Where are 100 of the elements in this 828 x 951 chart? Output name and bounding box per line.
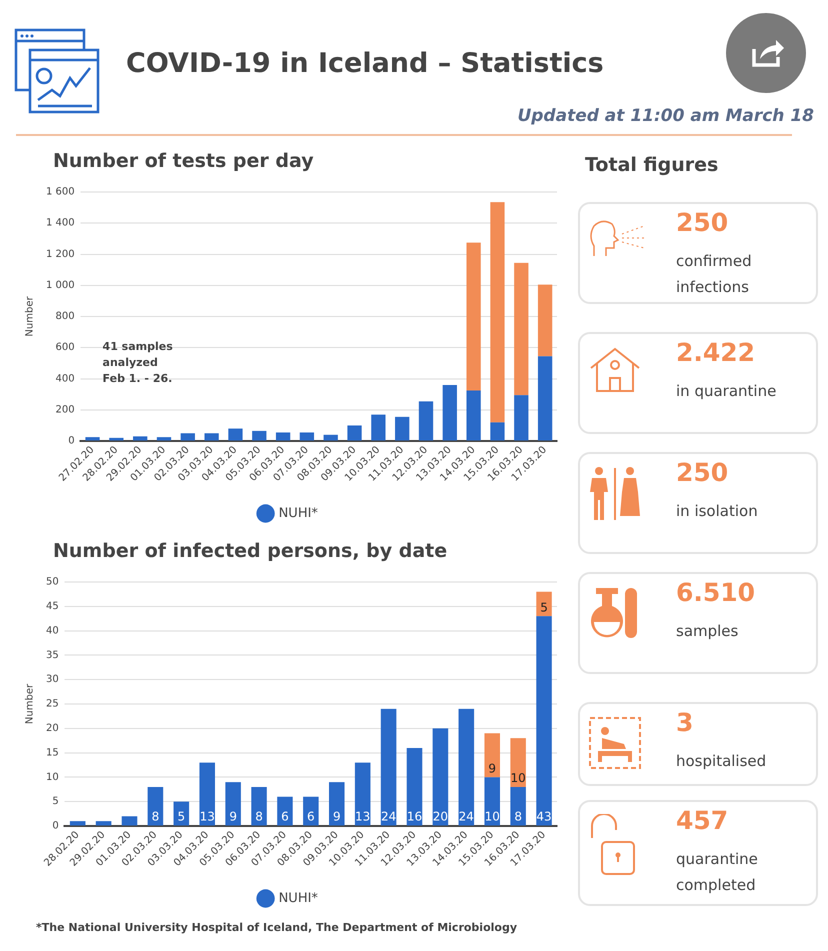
data-label: 20 — [432, 810, 448, 824]
bar — [133, 436, 148, 441]
bar — [466, 390, 481, 441]
bar — [324, 434, 338, 441]
text: 3 — [676, 708, 694, 737]
bar — [432, 728, 448, 826]
chart-title: Number of tests per day — [53, 150, 315, 174]
bar — [276, 432, 290, 441]
text: Total figures — [585, 154, 718, 176]
bar — [300, 432, 314, 441]
bar — [418, 401, 434, 441]
data-label: 6 — [281, 810, 289, 824]
y-tick-label: 600 — [56, 342, 75, 354]
data-label: 24 — [458, 810, 474, 824]
y-tick-label: 0 — [68, 436, 75, 447]
bar — [466, 242, 481, 390]
bar — [180, 433, 195, 441]
data-label: 24 — [380, 810, 396, 824]
data-label: 13 — [355, 810, 370, 824]
annotation: 41 samples analyzed Feb 1. - 26. — [102, 340, 174, 385]
bar — [490, 422, 505, 441]
data-label: 9 — [488, 761, 496, 776]
bar — [329, 782, 345, 826]
bar — [156, 437, 172, 441]
bar — [514, 395, 528, 441]
y-tick-label: 20 — [46, 723, 59, 734]
y-axis-title: Number — [24, 683, 36, 724]
text: *The National University Hospital of Iceland, The Department of Microbiology — [36, 921, 518, 934]
text: in quarantine — [676, 381, 778, 402]
bar — [514, 262, 528, 396]
bar — [148, 786, 164, 826]
chart-title: Number of infected persons, by date — [53, 540, 448, 564]
bar — [536, 616, 552, 826]
y-tick-label: 30 — [46, 674, 59, 686]
text: Updated at 11:00 am March 18 — [517, 106, 814, 126]
bar — [277, 796, 293, 826]
y-tick-label: 1 200 — [46, 248, 75, 260]
bar — [204, 433, 219, 441]
bar — [70, 821, 86, 826]
bar — [354, 762, 370, 826]
y-tick-label: 0 — [52, 820, 59, 832]
bar — [228, 428, 243, 441]
y-tick-label: 10 — [46, 772, 59, 783]
y-tick-label: 400 — [56, 373, 75, 384]
bar — [395, 416, 410, 441]
y-tick-label: 1 600 — [46, 186, 75, 198]
text: confirmed infections — [676, 251, 753, 298]
text: 6.510 — [676, 578, 756, 607]
legend-label: NUHI* — [278, 890, 318, 906]
bar — [380, 708, 396, 826]
bar — [484, 777, 500, 826]
text: 250 — [676, 208, 728, 237]
data-label: 6 — [307, 810, 315, 824]
text: samples — [676, 621, 740, 642]
y-tick-label: 800 — [56, 311, 75, 322]
bar — [85, 437, 100, 441]
bar — [109, 438, 124, 441]
data-label: 8 — [514, 810, 522, 824]
bar — [490, 202, 505, 422]
bar — [538, 284, 552, 356]
bar — [252, 430, 266, 441]
y-tick-label: 45 — [46, 600, 59, 612]
text: quarantine completed — [676, 849, 759, 896]
text: COVID-19 in Iceland – Statistics — [126, 48, 604, 79]
text: hospitalised — [676, 751, 768, 772]
data-label: 9 — [229, 810, 237, 824]
text: 457 — [676, 806, 728, 835]
y-tick-label: 25 — [46, 698, 59, 710]
legend-label: NUHI* — [278, 506, 318, 521]
bar — [406, 748, 422, 826]
bar — [303, 796, 319, 826]
bar — [199, 762, 215, 826]
bar — [536, 592, 552, 616]
bar — [96, 821, 112, 826]
y-tick-label: 15 — [46, 747, 59, 758]
bar — [347, 425, 362, 441]
bar — [510, 738, 526, 787]
bar — [371, 414, 386, 441]
bar — [442, 384, 457, 441]
text: 250 — [676, 458, 728, 487]
text: in isolation — [676, 501, 759, 522]
data-label: 5 — [540, 600, 548, 614]
data-label: 8 — [152, 810, 160, 824]
y-tick-label: 5 — [52, 796, 59, 808]
data-label: 13 — [200, 810, 215, 824]
data-label: 16 — [406, 810, 422, 824]
bar — [458, 708, 474, 826]
bar — [510, 786, 526, 826]
data-label: 10 — [510, 771, 526, 786]
data-label: 8 — [255, 810, 263, 824]
bar — [484, 733, 500, 778]
data-label: 5 — [177, 810, 186, 824]
y-axis-title: Number — [24, 296, 36, 337]
y-tick-label: 1 400 — [46, 218, 75, 229]
y-tick-label: 40 — [46, 625, 59, 636]
text: 2.422 — [676, 338, 756, 367]
y-tick-label: 35 — [46, 650, 59, 661]
y-tick-label: 200 — [56, 404, 75, 416]
y-tick-label: 1 000 — [46, 280, 75, 291]
bar — [225, 782, 241, 826]
